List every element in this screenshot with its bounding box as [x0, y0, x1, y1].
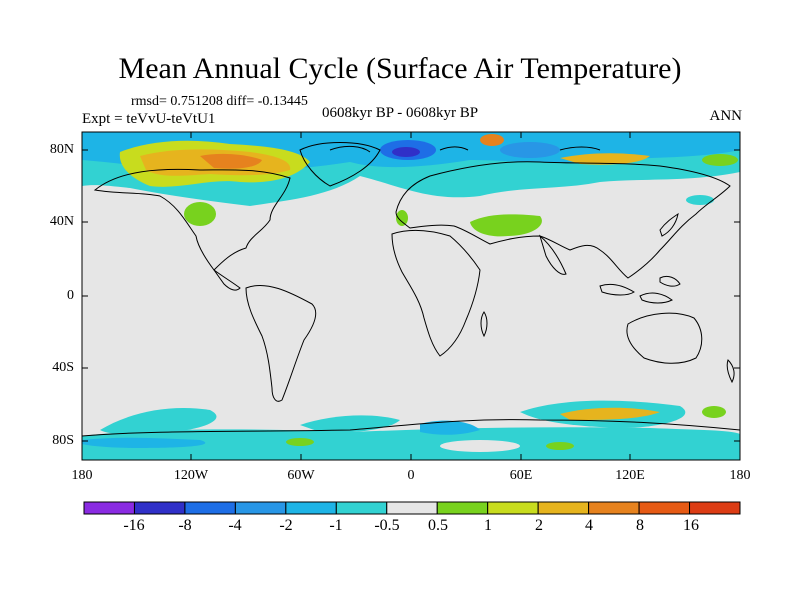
- colorbar-swatch: [436, 501, 489, 515]
- lon-label-60e: 60E: [509, 468, 533, 483]
- season-label: ANN: [709, 108, 743, 124]
- colorbar-label: 8: [636, 517, 644, 534]
- lon-label-180w: 180: [71, 468, 93, 483]
- lat-label-0: 0: [67, 288, 74, 303]
- colorbar-label: -2: [279, 517, 293, 534]
- colorbar-label: -16: [123, 517, 145, 534]
- lon-label-60w: 60W: [287, 468, 315, 483]
- lat-label-40s: 40S: [52, 360, 74, 375]
- stats-text: rmsd= 0.751208 diff= -0.13445: [131, 94, 308, 109]
- colorbar-swatch: [133, 501, 186, 515]
- colorbar-swatch: [537, 501, 590, 515]
- lon-label-180e: 180: [729, 468, 751, 483]
- colorbar-swatch: [184, 501, 236, 515]
- colorbar-swatch: [487, 501, 539, 515]
- lon-label-120w: 120W: [173, 468, 209, 483]
- colorbar-label: 0.5: [428, 517, 448, 534]
- colorbar-swatch: [234, 501, 287, 515]
- lat-label-40n: 40N: [49, 214, 74, 229]
- colorbar-label: -1: [329, 517, 343, 534]
- colorbar-label: -0.5: [374, 517, 400, 534]
- colorbar-label: -8: [178, 517, 192, 534]
- period-label: 0608kyr BP - 0608kyr BP: [322, 105, 479, 121]
- lon-label-0: 0: [407, 468, 415, 483]
- plot-title: Mean Annual Cycle (Surface Air Temperatu…: [118, 52, 682, 85]
- colorbar-swatch: [386, 501, 438, 515]
- colorbar-label: -4: [228, 517, 242, 534]
- experiment-label: Expt = teVvU-teVtU1: [82, 111, 216, 127]
- colorbar-label: 1: [484, 517, 492, 534]
- colorbar-swatch: [335, 501, 388, 515]
- colorbar-swatch: [638, 501, 691, 515]
- lon-ticks: [190, 132, 631, 460]
- anomaly-fill: [82, 132, 740, 460]
- lat-label-80n: 80N: [49, 142, 74, 157]
- lon-label-120e: 120E: [615, 468, 645, 483]
- lat-label-80s: 80S: [52, 433, 74, 448]
- colorbar-label: 2: [535, 517, 543, 534]
- colorbar-swatch: [83, 501, 135, 515]
- lat-ticks: [82, 149, 740, 442]
- colorbar-label: 4: [585, 517, 593, 534]
- colorbar-swatch: [588, 501, 640, 515]
- colorbar-swatch: [689, 501, 741, 515]
- colorbar: [83, 501, 741, 515]
- colorbar-swatch: [285, 501, 337, 515]
- colorbar-label: 16: [683, 517, 699, 534]
- coastlines: [81, 142, 741, 437]
